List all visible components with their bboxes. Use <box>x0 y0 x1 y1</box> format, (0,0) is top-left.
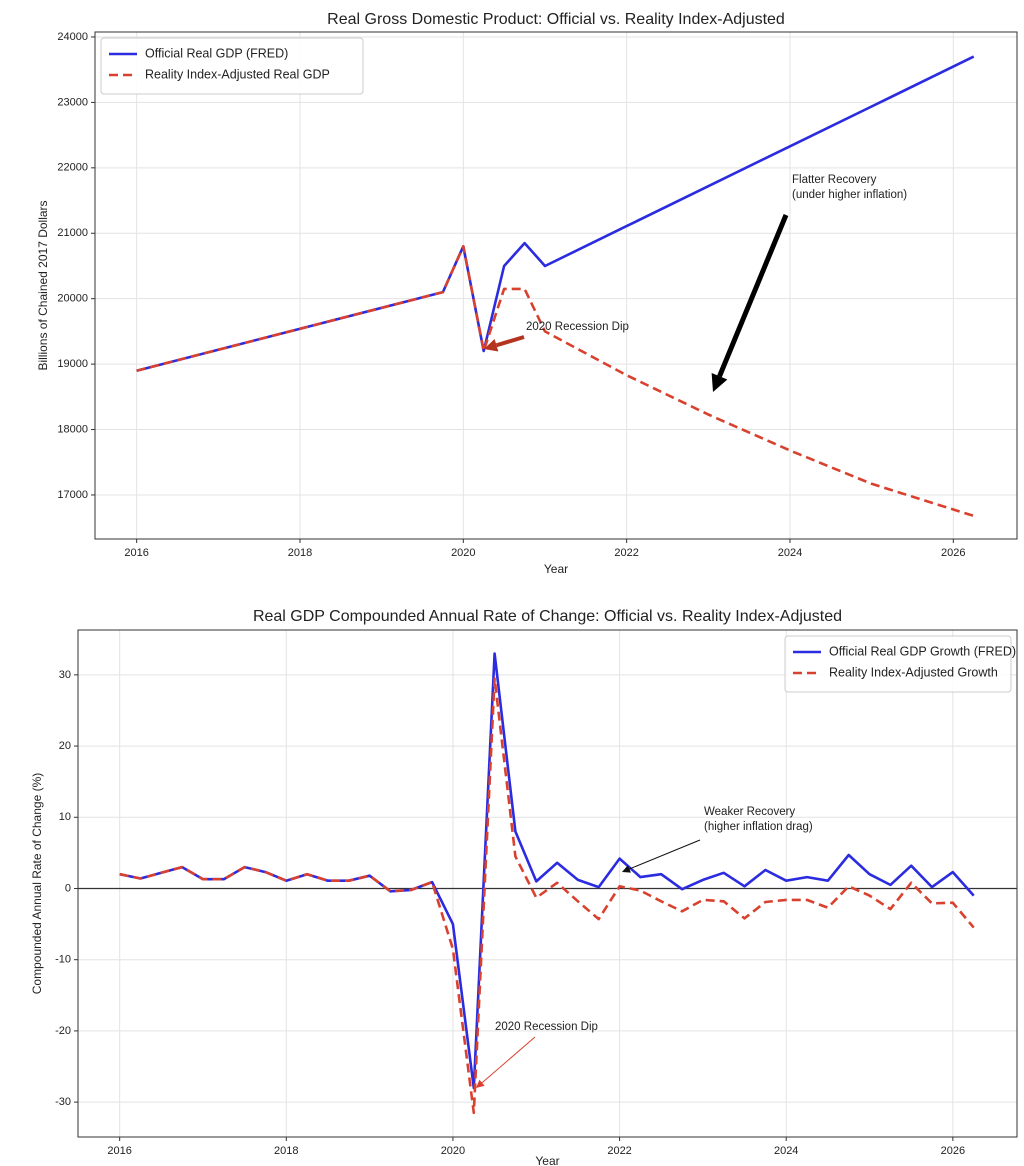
y-tick-label: 18000 <box>57 423 88 435</box>
annotation-text: Flatter Recovery <box>792 174 877 186</box>
chart-title: Real GDP Compounded Annual Rate of Chang… <box>253 608 842 625</box>
x-tick-label: 2018 <box>274 1145 298 1157</box>
legend: Official Real GDP (FRED) Reality Index-Ad… <box>100 37 364 95</box>
y-tick-label: 23000 <box>57 96 88 108</box>
annotation-arrowhead <box>476 1079 485 1088</box>
annotation-arrowhead <box>484 339 499 352</box>
annotation-text: (under higher inflation) <box>792 189 907 201</box>
x-tick-label: 2022 <box>614 547 638 559</box>
series-line <box>119 677 975 1115</box>
annotation-arrowhead <box>622 865 631 873</box>
plot-frame <box>94 31 1018 540</box>
y-tick-label: -10 <box>55 954 71 966</box>
y-tick-label: 21000 <box>57 227 88 239</box>
x-axis-label: Year <box>544 562 568 576</box>
legend-label: Reality Index-Adjusted Real GDP <box>145 67 330 81</box>
y-tick-label: 20000 <box>57 293 88 305</box>
x-axis-label: Year <box>535 1154 559 1166</box>
annotation-arrow <box>629 839 701 870</box>
y-tick-label: 10 <box>59 811 71 823</box>
y-axis-label: Compounded Annual Rate of Change (%) <box>30 773 44 994</box>
legend-box <box>100 37 364 95</box>
plot-frame <box>77 629 1018 1138</box>
y-tick-label: -30 <box>55 1096 71 1108</box>
y-tick-label: 19000 <box>57 358 88 370</box>
x-tick-label: 2020 <box>451 547 475 559</box>
legend-label: Official Real GDP Growth (FRED) <box>829 644 1016 658</box>
y-tick-label: 22000 <box>57 162 88 174</box>
y-tick-label: 20 <box>59 740 71 752</box>
legend-box <box>784 635 1012 693</box>
annotation-arrow <box>481 1036 536 1084</box>
y-axis-label: Billions of Chained 2017 Dollars <box>36 200 50 370</box>
x-tick-label: 2018 <box>288 547 312 559</box>
legend: Official Real GDP Growth (FRED) Reality I… <box>784 635 1016 693</box>
legend-label: Official Real GDP (FRED) <box>145 46 288 60</box>
legend-label: Reality Index-Adjusted Growth <box>829 665 998 679</box>
x-tick-label: 2026 <box>941 1145 965 1157</box>
x-tick-label: 2026 <box>941 547 965 559</box>
x-tick-label: 2016 <box>107 1145 131 1157</box>
series-line <box>136 245 975 518</box>
y-tick-label: 30 <box>59 669 71 681</box>
y-tick-label: 0 <box>65 882 71 894</box>
y-tick-label: 24000 <box>57 31 88 43</box>
x-tick-label: 2024 <box>774 1145 798 1157</box>
x-tick-label: 2022 <box>607 1145 631 1157</box>
annotation-arrow <box>495 335 525 348</box>
annotation-arrow <box>717 214 789 378</box>
annotation-text: (higher inflation drag) <box>704 821 813 833</box>
x-tick-label: 2016 <box>124 547 148 559</box>
y-tick-label: 17000 <box>57 489 88 501</box>
annotation-text: Weaker Recovery <box>704 806 795 818</box>
chart-title: Real Gross Domestic Product: Official vs… <box>327 11 785 28</box>
series-line <box>119 652 975 1090</box>
annotation-text: 2020 Recession Dip <box>526 321 629 333</box>
x-tick-label: 2020 <box>441 1145 465 1157</box>
annotation-arrowhead <box>711 373 728 392</box>
x-tick-label: 2024 <box>778 547 802 559</box>
annotation-text: 2020 Recession Dip <box>495 1021 598 1033</box>
y-tick-label: -20 <box>55 1025 71 1037</box>
